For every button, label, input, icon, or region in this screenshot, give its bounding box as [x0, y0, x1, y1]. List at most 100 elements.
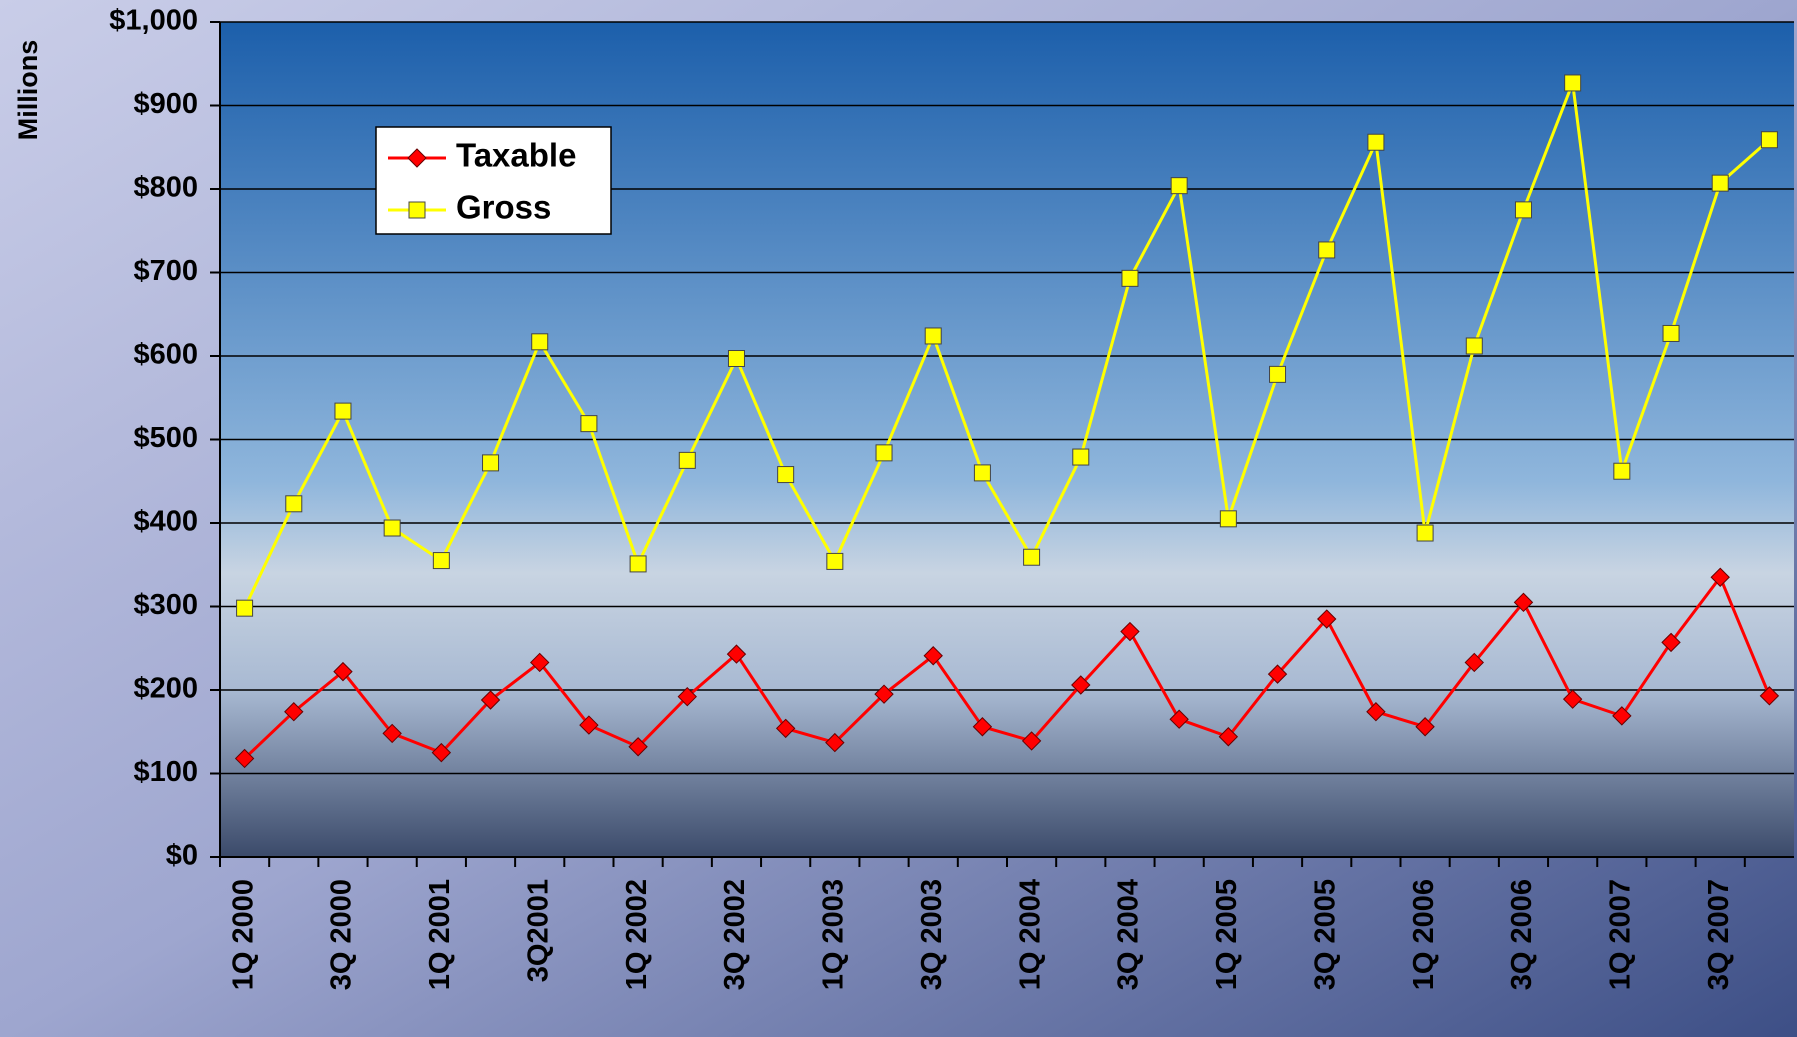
marker [1021, 731, 1042, 751]
marker [1513, 592, 1534, 613]
marker [334, 402, 352, 420]
marker [482, 454, 500, 472]
x-tick-label: 3Q2001 [522, 879, 554, 982]
marker [1562, 689, 1583, 709]
x-tick-label: 1Q 2001 [424, 879, 456, 990]
marker [1169, 709, 1189, 729]
y-tick-label: $400 [133, 506, 198, 538]
x-tick-label: 3Q 2007 [1703, 879, 1735, 990]
marker [407, 148, 427, 168]
x-tick-label: 1Q 2004 [1014, 879, 1046, 990]
x-tick-label: 3Q 2000 [326, 879, 358, 990]
marker [727, 350, 745, 368]
marker [826, 552, 844, 570]
marker [726, 644, 747, 664]
y-tick-label: $100 [133, 756, 198, 788]
marker [1072, 448, 1090, 466]
marker [678, 451, 696, 469]
marker [432, 552, 450, 570]
marker [628, 737, 648, 757]
marker [1367, 133, 1385, 151]
y-tick-label: $900 [133, 88, 198, 120]
marker [1269, 365, 1287, 383]
marker [923, 646, 943, 666]
x-tick-label: 3Q 2006 [1506, 879, 1538, 990]
marker [973, 464, 991, 482]
marker [333, 661, 353, 682]
marker [1267, 664, 1288, 684]
x-tick-label: 3Q 2002 [719, 879, 751, 990]
marker [1710, 567, 1730, 587]
marker [1120, 621, 1140, 642]
marker [1317, 609, 1337, 629]
marker [1514, 201, 1532, 219]
marker [1464, 652, 1484, 673]
x-tick-label: 1Q 2005 [1211, 879, 1243, 990]
marker [1218, 727, 1239, 747]
x-tick-label: 1Q 2003 [818, 879, 850, 990]
marker [1023, 548, 1041, 566]
legend-label: Gross [456, 189, 551, 226]
marker [382, 723, 402, 744]
y-tick-label: $0 [166, 840, 198, 872]
marker [1170, 177, 1188, 195]
marker [777, 466, 795, 484]
marker [1416, 524, 1434, 542]
marker [383, 519, 401, 537]
marker [1121, 269, 1139, 287]
marker [1661, 632, 1681, 653]
legend-box [375, 126, 612, 235]
marker [629, 555, 647, 573]
marker [1219, 510, 1237, 528]
x-tick-label: 3Q 2004 [1113, 879, 1145, 990]
marker [1613, 462, 1631, 480]
marker [1759, 686, 1780, 706]
marker [531, 333, 549, 351]
marker [874, 684, 894, 704]
x-tick-label: 1Q 2002 [621, 879, 653, 990]
marker [236, 599, 254, 617]
marker [677, 686, 697, 707]
y-tick-label: $1,000 [109, 5, 198, 37]
y-tick-label: $600 [133, 339, 198, 371]
marker [1071, 675, 1091, 695]
marker [1366, 702, 1386, 722]
series-line [243, 574, 1771, 760]
marker [1760, 131, 1778, 149]
marker [1711, 174, 1729, 192]
x-tick-label: 1Q 2007 [1605, 879, 1637, 990]
marker [924, 327, 942, 345]
marker [875, 444, 893, 462]
marker [1564, 74, 1582, 92]
y-tick-label: $800 [133, 172, 198, 204]
marker [1415, 717, 1435, 737]
y-tick-label: $700 [133, 255, 198, 287]
marker [825, 732, 845, 753]
x-tick-label: 1Q 2006 [1408, 879, 1440, 990]
marker [775, 718, 796, 739]
x-tick-label: 3Q 2005 [1309, 879, 1341, 990]
x-tick-label: 3Q 2003 [916, 879, 948, 990]
marker [480, 690, 501, 710]
series-line [243, 82, 1771, 609]
marker [1465, 337, 1483, 355]
marker [1612, 706, 1632, 726]
marker [530, 652, 550, 673]
y-tick-label: $200 [133, 673, 198, 705]
marker [284, 702, 304, 722]
marker [580, 415, 598, 433]
y-axis-label: Millions [13, 40, 43, 141]
marker [285, 495, 303, 513]
x-tick-label: 1Q 2000 [227, 879, 259, 990]
marker [579, 715, 599, 735]
marker [1318, 241, 1336, 259]
y-tick-label: $300 [133, 589, 198, 621]
legend-label: Taxable [456, 137, 576, 174]
marker [234, 748, 255, 769]
marker [431, 742, 452, 763]
marker [1662, 324, 1680, 342]
marker [408, 201, 426, 219]
y-tick-label: $500 [133, 422, 198, 454]
marker [972, 717, 993, 737]
